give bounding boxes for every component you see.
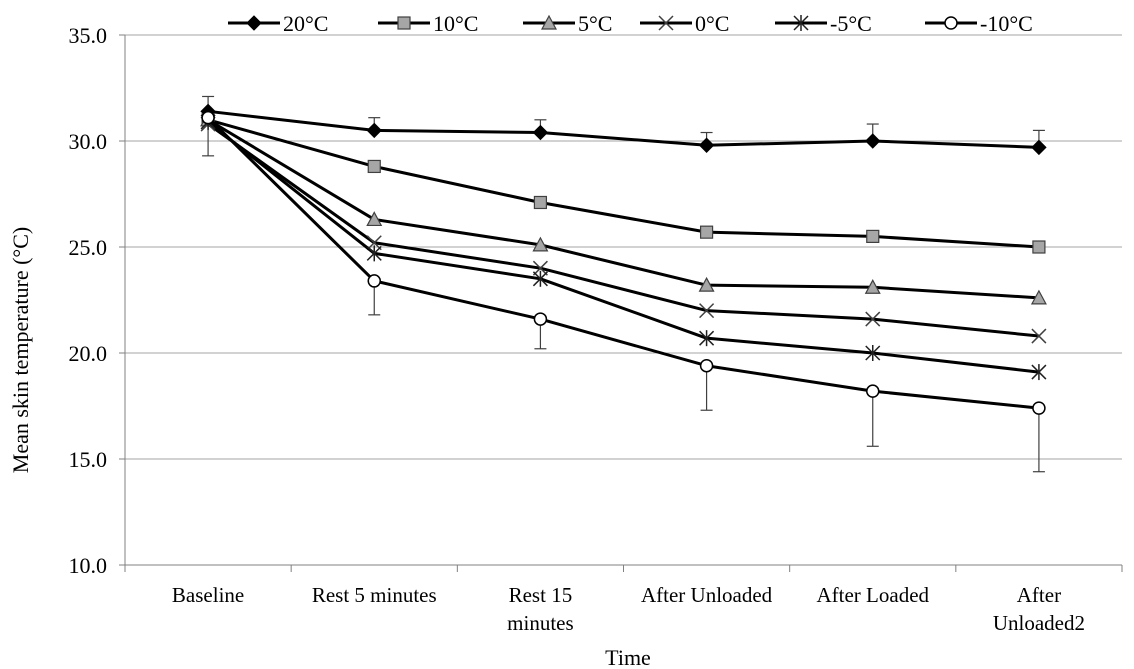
x-category-label: Rest 15 minutes — [507, 583, 574, 635]
data-point — [865, 345, 881, 361]
axes — [124, 35, 1122, 566]
data-point — [1030, 289, 1047, 305]
gridlines — [125, 34, 1122, 460]
data-point — [699, 303, 715, 319]
series-line — [207, 122, 1040, 338]
x-category-label: After Loaded — [816, 583, 929, 607]
data-point — [699, 330, 715, 347]
data-point — [1032, 240, 1046, 254]
legend-item: 10°C — [378, 11, 478, 36]
data-point — [366, 235, 382, 251]
series-line — [207, 120, 1040, 374]
legend-label: 0°C — [695, 11, 729, 36]
data-point — [864, 279, 881, 294]
legend-label: -10°C — [980, 11, 1033, 36]
data-point — [698, 276, 715, 292]
legend-marker — [540, 14, 558, 30]
legend-marker — [397, 16, 411, 30]
legend-item: 0°C — [640, 11, 729, 36]
data-point — [866, 229, 880, 243]
data-point — [866, 384, 880, 398]
data-point — [533, 312, 548, 326]
series-5 — [200, 113, 1047, 381]
data-point — [367, 159, 381, 174]
legend-label: 5°C — [578, 11, 612, 36]
legend-item: 20°C — [228, 11, 328, 36]
data-point — [1031, 139, 1047, 156]
legend-item: 5°C — [523, 11, 612, 36]
legend-marker — [793, 15, 809, 31]
y-tick-label: 15.0 — [69, 447, 108, 472]
legend: 20°C 10°C 5°C 0°C -5°C -10°C — [228, 11, 1033, 36]
y-tick-label: 30.0 — [69, 129, 108, 154]
x-category-label: After Unloaded — [641, 583, 773, 607]
data-point — [699, 225, 714, 239]
legend-marker — [246, 15, 262, 31]
data-point — [532, 260, 548, 276]
legend-label: 10°C — [433, 11, 478, 36]
data-point — [367, 274, 381, 288]
data-point — [532, 124, 549, 141]
y-tick-label: 25.0 — [69, 235, 108, 260]
data-point — [366, 211, 383, 227]
data-point — [698, 137, 715, 153]
y-tick-label: 20.0 — [69, 341, 108, 366]
y-tick-label: 35.0 — [69, 23, 108, 48]
y-axis-ticks: 10.0 15.0 20.0 25.0 30.0 35.0 — [69, 23, 125, 578]
data-point — [1031, 328, 1047, 344]
data-point — [865, 133, 881, 149]
x-category-label: After Unloaded2 — [993, 583, 1085, 635]
legend-marker — [944, 16, 958, 30]
legend-label: -5°C — [830, 11, 872, 36]
data-point — [1032, 401, 1046, 415]
series-1 — [200, 103, 1047, 156]
x-category-label: Rest 5 minutes — [312, 583, 437, 607]
data-point — [1031, 364, 1047, 381]
data-point — [201, 110, 215, 125]
data-point — [366, 122, 382, 139]
data-point — [532, 236, 549, 252]
x-axis-category-labels: Baseline Rest 5 minutes Rest 15 minutes Afte… — [124, 565, 1123, 635]
y-tick-label: 10.0 — [69, 553, 108, 578]
series-line — [207, 118, 1040, 249]
data-point — [865, 311, 881, 327]
x-axis-title: Time — [605, 645, 651, 669]
series-2 — [201, 113, 1046, 254]
data-point — [699, 358, 714, 373]
series-group — [200, 103, 1047, 415]
series-line — [207, 118, 1040, 300]
series-line — [207, 116, 1040, 410]
x-category-label: Baseline — [172, 583, 244, 607]
legend-label: 20°C — [283, 11, 328, 36]
legend-item: -5°C — [775, 11, 872, 36]
y-axis-title: Mean skin temperature (°C) — [8, 227, 33, 473]
data-point — [532, 270, 548, 287]
series-6 — [201, 110, 1046, 415]
legend-item: -10°C — [925, 11, 1033, 36]
legend-marker — [658, 15, 674, 31]
series-line — [207, 109, 1039, 149]
data-point — [366, 245, 382, 262]
data-point — [533, 195, 548, 210]
